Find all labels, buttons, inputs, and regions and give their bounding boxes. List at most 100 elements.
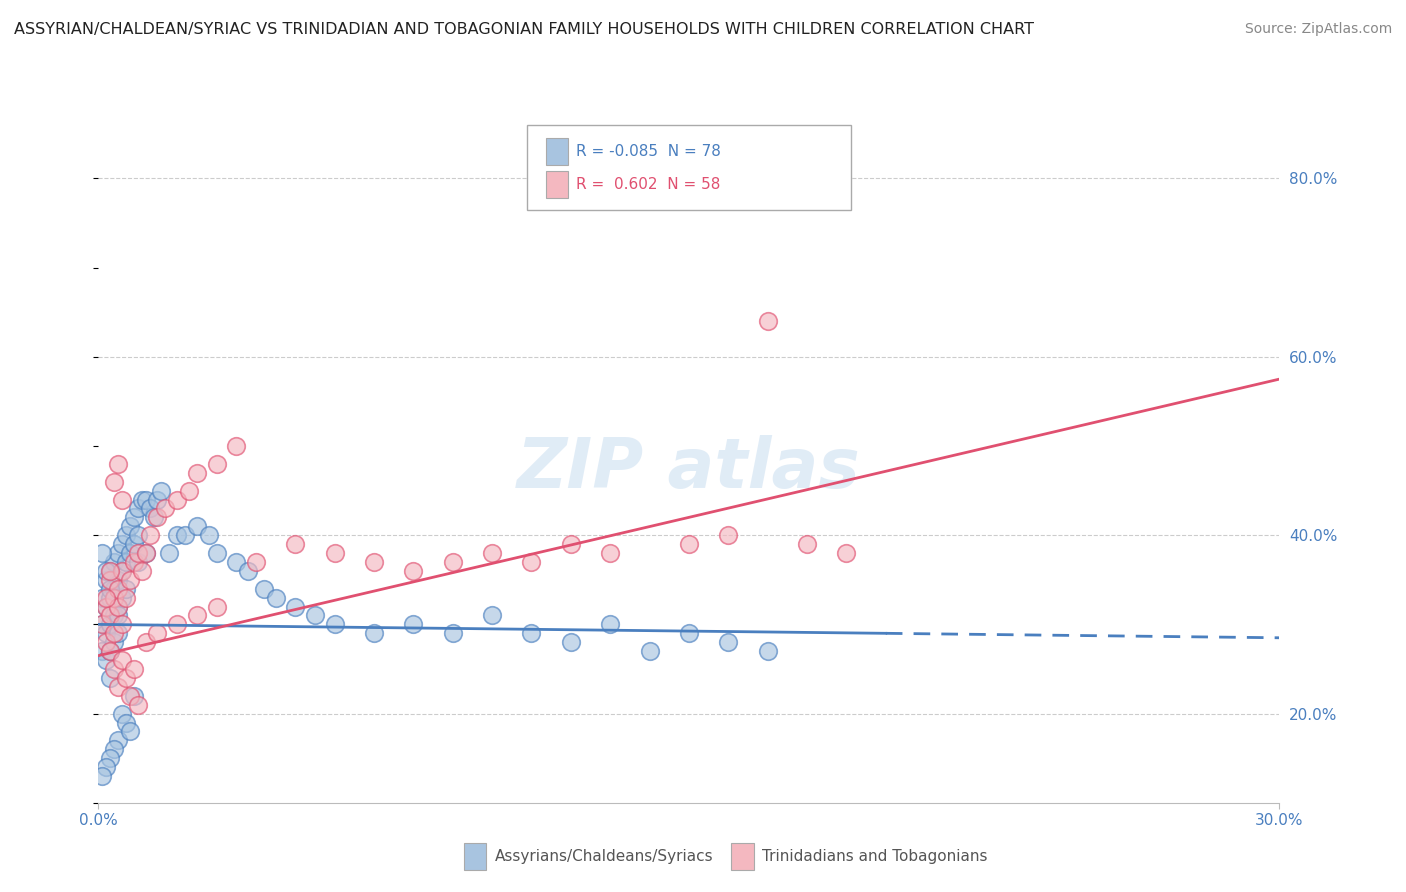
Point [186,519,208,533]
Point [205,546,228,560]
Point [122,537,145,551]
Point [91,546,114,560]
Point [146,510,169,524]
Point [96,591,118,605]
Point [599,617,621,632]
Point [560,537,582,551]
Point [284,537,307,551]
Point [122,662,145,676]
Point [177,483,200,498]
Point [146,492,169,507]
Point [638,644,661,658]
Point [111,617,134,632]
Point [118,724,141,739]
Point [103,591,125,605]
Point [96,573,118,587]
Point [107,582,129,596]
Point [107,626,129,640]
Point [142,510,165,524]
Point [111,564,134,578]
Point [107,546,129,560]
Point [157,546,180,560]
Point [122,510,145,524]
Point [103,662,125,676]
Point [135,492,157,507]
Text: ASSYRIAN/CHALDEAN/SYRIAC VS TRINIDADIAN AND TOBAGONIAN FAMILY HOUSEHOLDS WITH CH: ASSYRIAN/CHALDEAN/SYRIAC VS TRINIDADIAN … [14,22,1033,37]
Text: Trinidadians and Tobagonians: Trinidadians and Tobagonians [762,849,987,863]
Point [111,492,134,507]
Point [115,715,138,730]
Point [323,546,346,560]
Point [756,644,779,658]
Point [236,564,259,578]
Point [166,528,188,542]
Point [98,751,121,765]
Point [135,546,157,560]
Point [122,689,145,703]
Point [96,760,118,774]
Point [107,733,129,747]
Point [225,439,247,453]
Text: Source: ZipAtlas.com: Source: ZipAtlas.com [1244,22,1392,37]
Point [678,626,700,640]
Text: R =  0.602  N = 58: R = 0.602 N = 58 [576,178,721,192]
Point [98,582,121,596]
Point [599,546,621,560]
Point [91,617,114,632]
Point [107,680,129,694]
Point [146,626,169,640]
Point [107,457,129,471]
Point [138,528,160,542]
Point [118,519,141,533]
Point [186,466,208,480]
Point [520,555,543,569]
Point [481,608,503,623]
Point [205,457,228,471]
Point [107,573,129,587]
Point [98,644,121,658]
Point [115,591,138,605]
Text: ZIP atlas: ZIP atlas [517,434,860,502]
Point [304,608,326,623]
Point [122,555,145,569]
Point [131,564,153,578]
Point [253,582,276,596]
Point [91,644,114,658]
Point [96,653,118,667]
Point [402,617,425,632]
Point [118,573,141,587]
Text: R = -0.085  N = 78: R = -0.085 N = 78 [576,145,721,159]
Point [756,314,779,328]
Point [96,564,118,578]
Point [103,608,125,623]
Point [103,742,125,756]
Point [717,528,740,542]
Point [96,635,118,649]
Point [796,537,818,551]
Point [245,555,267,569]
Point [115,582,138,596]
Point [98,671,121,685]
Point [131,492,153,507]
Point [284,599,307,614]
Point [520,626,543,640]
Point [103,475,125,489]
Point [98,608,121,623]
Text: Assyrians/Chaldeans/Syriacs: Assyrians/Chaldeans/Syriacs [495,849,713,863]
Point [678,537,700,551]
Point [103,591,125,605]
Point [103,635,125,649]
Point [111,706,134,721]
Point [402,564,425,578]
Point [96,599,118,614]
Point [98,644,121,658]
Point [118,689,141,703]
Point [107,608,129,623]
Point [103,626,125,640]
Point [441,555,464,569]
Point [111,653,134,667]
Point [441,626,464,640]
Point [363,555,385,569]
Point [96,626,118,640]
Point [481,546,503,560]
